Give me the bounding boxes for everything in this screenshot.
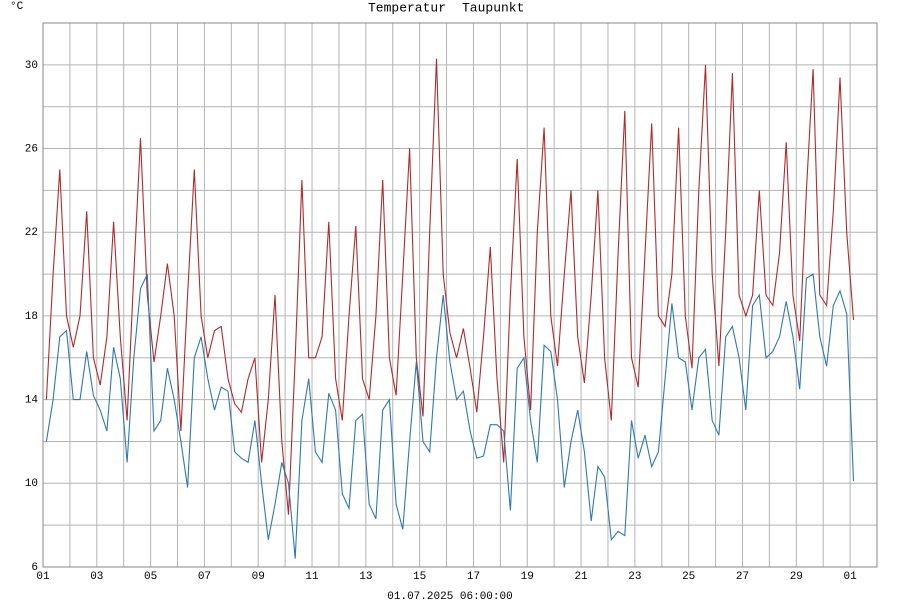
x-axis-label: 01.07.2025 06:00:00 bbox=[387, 591, 512, 600]
x-tick-label: 25 bbox=[682, 571, 695, 583]
y-tick-label: 26 bbox=[25, 143, 38, 155]
plot-frame bbox=[42, 22, 878, 568]
x-tick-label: 01 bbox=[36, 571, 50, 583]
x-tick-label: 07 bbox=[198, 571, 211, 583]
x-tick-label: 03 bbox=[90, 571, 103, 583]
x-tick-label: 17 bbox=[467, 571, 480, 583]
legend-entry: Temperatur bbox=[368, 0, 446, 15]
x-tick-label: 29 bbox=[790, 571, 803, 583]
y-tick-label: 30 bbox=[25, 60, 38, 72]
x-tick-label: 11 bbox=[305, 571, 319, 583]
x-tick-label: 23 bbox=[628, 571, 641, 583]
y-tick-label: 14 bbox=[25, 395, 39, 407]
x-tick-label: 01 bbox=[843, 571, 857, 583]
x-tick-label: 19 bbox=[521, 571, 534, 583]
y-tick-label: 18 bbox=[25, 311, 38, 323]
y-tick-label: 6 bbox=[31, 562, 38, 574]
line-series bbox=[45, 273, 855, 559]
line-series bbox=[45, 58, 855, 515]
legend-entry: Taupunkt bbox=[462, 0, 524, 15]
x-tick-label: 15 bbox=[413, 571, 426, 583]
y-unit: °C bbox=[10, 1, 24, 13]
x-tick-label: 05 bbox=[144, 571, 157, 583]
x-tick-label: 13 bbox=[359, 571, 372, 583]
y-tick-label: 22 bbox=[25, 227, 38, 239]
x-tick-label: 21 bbox=[574, 571, 588, 583]
x-tick-label: 09 bbox=[252, 571, 265, 583]
x-tick-label: 27 bbox=[736, 571, 749, 583]
y-tick-label: 10 bbox=[25, 478, 38, 490]
